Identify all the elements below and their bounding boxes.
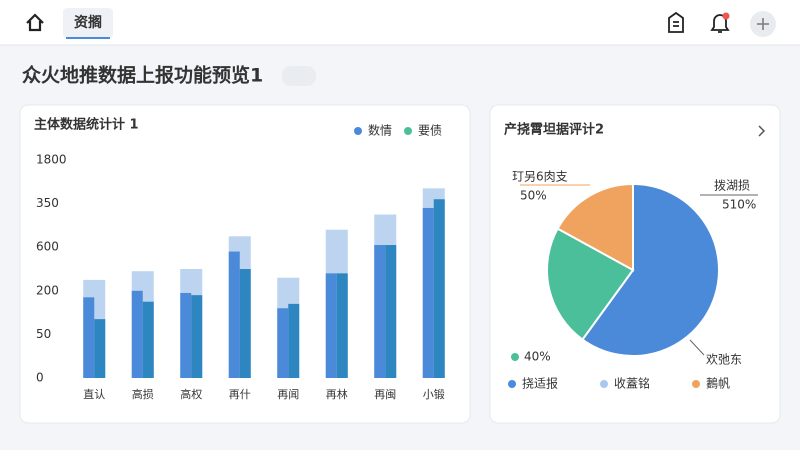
value-label: 510% <box>722 198 756 212</box>
pie-slice <box>546 227 635 341</box>
pie-slice <box>581 182 720 357</box>
header-bar <box>0 0 800 45</box>
bar <box>94 319 106 378</box>
slice-annotation: 欢弛东 <box>706 352 742 367</box>
legend-label: 收蓋铭 <box>614 376 650 391</box>
x-tick-label: 再林 <box>326 387 348 401</box>
x-tick-label: 直认 <box>83 387 105 401</box>
tab[interactable]: 资搁 <box>74 14 102 31</box>
org-icon[interactable] <box>668 11 684 33</box>
bar <box>239 269 251 378</box>
tab-bg[interactable] <box>63 8 113 38</box>
legend-label: 挠适报 <box>522 376 558 391</box>
bar <box>277 308 289 378</box>
leader-line <box>689 339 705 356</box>
title-icon <box>282 66 316 86</box>
value-label: 40% <box>524 350 551 364</box>
bar <box>288 303 300 378</box>
bell-icon[interactable] <box>710 14 730 33</box>
home-icon[interactable] <box>26 13 44 32</box>
x-tick-label: 再闻 <box>277 387 299 401</box>
x-tick-label: 再什 <box>229 388 251 401</box>
legend-marker <box>600 380 608 388</box>
page-title: 众火地推数据上报功能预览1 <box>22 64 263 87</box>
bar <box>180 292 192 378</box>
bar <box>433 199 445 378</box>
bar <box>142 301 154 378</box>
bar <box>385 245 397 378</box>
plus-icon <box>757 18 769 30</box>
value-dot <box>511 353 519 361</box>
x-tick-label: 高权 <box>180 387 202 401</box>
legend-label: 鶈帆 <box>706 376 730 391</box>
bar <box>336 273 348 378</box>
slice-annotation: 玎另6肉支 <box>512 170 568 184</box>
chevron[interactable] <box>758 125 766 137</box>
bar <box>374 245 386 378</box>
bar <box>422 207 434 378</box>
legend-label: 要债 <box>418 124 442 138</box>
bar <box>191 295 203 378</box>
legend-marker <box>354 127 362 135</box>
badge <box>722 12 730 20</box>
bar <box>325 273 337 378</box>
legend-marker <box>508 380 516 388</box>
x-tick-label: 高损 <box>132 387 154 401</box>
legend-marker <box>404 127 412 135</box>
legend-label: 数情 <box>368 123 392 138</box>
bar <box>131 290 143 378</box>
y-tick-label: 50 <box>36 327 51 341</box>
y-tick-label: 200 <box>36 283 59 297</box>
bar <box>228 251 240 378</box>
y-tick-label: 600 <box>36 240 59 254</box>
bar <box>83 297 95 378</box>
pie-title: 产挠霄坦据评计2 <box>504 122 604 138</box>
pie-slice <box>556 182 634 272</box>
y-tick-label: 1800 <box>36 153 67 167</box>
x-tick-label: 小锻 <box>423 387 445 401</box>
x-tick-label: 再闽 <box>374 388 396 401</box>
slice-annotation: 拨湖损 <box>714 178 750 193</box>
bar-title: 主体数据统计计 1 <box>34 117 139 133</box>
y-tick-label: 0 <box>36 371 44 385</box>
y-tick-label: 350 <box>36 196 59 210</box>
value-label: 50% <box>520 189 547 203</box>
legend-marker <box>692 380 700 388</box>
